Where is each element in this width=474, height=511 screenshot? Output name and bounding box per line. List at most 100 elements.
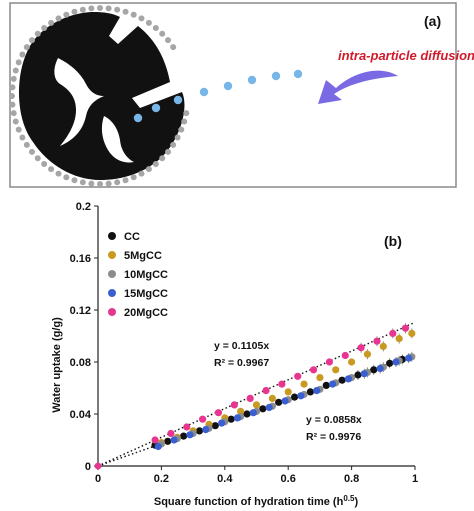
data-point xyxy=(306,388,314,396)
data-point xyxy=(322,381,330,389)
legend-label: 10MgCC xyxy=(124,269,168,281)
pore-dot xyxy=(138,15,145,22)
data-point xyxy=(202,426,210,434)
pore-dot xyxy=(88,180,95,187)
origin-point xyxy=(94,462,102,470)
diffusion-arrow-icon xyxy=(318,70,398,104)
data-point xyxy=(186,431,194,439)
pore-dot xyxy=(63,174,70,181)
data-point xyxy=(370,366,378,374)
pore-dot xyxy=(165,148,172,155)
x-axis-title-exponent: 0.5 xyxy=(343,494,355,503)
data-point xyxy=(246,394,254,402)
pore-dot xyxy=(34,155,41,162)
pore-dot xyxy=(130,11,137,18)
pore-dot xyxy=(15,59,22,66)
fit-r2-lower: R² = 0.9976 xyxy=(306,431,361,443)
pore-dot xyxy=(10,110,17,117)
pore-dot xyxy=(178,126,185,133)
pore-dot xyxy=(41,24,48,31)
data-point xyxy=(297,392,305,400)
data-point xyxy=(183,423,191,431)
pore-dot xyxy=(138,170,145,177)
pore-dot xyxy=(122,177,129,184)
data-point xyxy=(309,366,318,374)
data-points xyxy=(94,323,416,470)
pore-dot xyxy=(183,110,190,117)
y-tick-label: 0.08 xyxy=(70,357,91,369)
data-point xyxy=(151,436,159,444)
data-point xyxy=(328,380,337,388)
x-tick-label: 0.8 xyxy=(344,473,359,485)
pore-dot xyxy=(165,37,172,44)
pore-dot xyxy=(55,170,62,177)
data-point xyxy=(363,350,372,358)
data-point xyxy=(233,414,242,422)
diffusing-water-dots xyxy=(133,69,303,123)
legend-marker xyxy=(108,251,116,259)
data-point xyxy=(265,403,273,412)
pore-dot xyxy=(55,15,62,22)
pore-channel-2 xyxy=(101,116,134,163)
pore-dot xyxy=(9,84,16,91)
pore-dot xyxy=(12,118,19,125)
data-point xyxy=(373,337,381,345)
data-point xyxy=(354,371,362,379)
data-point xyxy=(408,329,416,337)
data-point xyxy=(379,342,387,350)
pore-dot xyxy=(114,6,121,13)
pore-dot xyxy=(23,44,30,51)
data-point xyxy=(170,436,178,444)
data-point xyxy=(227,415,235,423)
x-tick-label: 1 xyxy=(412,473,418,485)
data-point xyxy=(300,380,308,388)
data-point xyxy=(392,358,400,366)
data-point xyxy=(167,429,175,438)
legend-marker xyxy=(108,289,116,297)
pore-dot xyxy=(170,44,177,51)
panel-a-label: (a) xyxy=(424,13,441,29)
x-tick-label: 0.2 xyxy=(154,473,169,485)
data-point xyxy=(237,407,245,415)
x-axis-title: Square function of hydration time (h0.5) xyxy=(154,494,359,508)
chart-axes: 0 0.2 0.4 0.6 0.8 1 0 0.04 0.08 0.12 0.16 0.2 xyxy=(70,201,418,485)
pore-dot xyxy=(145,19,152,26)
data-point xyxy=(325,358,334,366)
pore-dot xyxy=(145,166,152,173)
data-point xyxy=(401,324,410,332)
pore-dot xyxy=(41,161,48,168)
pore-dot xyxy=(63,11,70,18)
legend-marker xyxy=(108,270,116,278)
pore-dot xyxy=(28,148,35,155)
pore-dot xyxy=(71,177,78,184)
pore-dot xyxy=(9,93,15,99)
fit-r2-upper: R² = 0.9967 xyxy=(214,357,269,369)
data-point xyxy=(395,335,403,343)
x-tick-label: 0.4 xyxy=(217,473,233,485)
data-point xyxy=(179,432,188,440)
pore-channel-1 xyxy=(54,58,104,146)
pore-dots xyxy=(9,5,190,187)
legend-label: 15MgCC xyxy=(124,288,168,300)
pore-dot xyxy=(79,6,86,13)
data-point xyxy=(405,354,413,362)
y-tick-label: 0.16 xyxy=(70,253,91,265)
data-point xyxy=(290,393,299,401)
data-point xyxy=(348,358,356,366)
y-tick-label: 0 xyxy=(85,461,91,473)
y-axis-title: Water uptake (g/g) xyxy=(51,317,63,413)
pore-dot xyxy=(28,37,35,44)
pore-dot xyxy=(34,30,41,37)
legend-label: CC xyxy=(124,231,140,243)
data-point xyxy=(357,344,365,352)
data-point xyxy=(249,409,257,417)
data-point xyxy=(268,394,276,402)
data-point xyxy=(230,401,238,409)
pore-dot xyxy=(105,180,112,187)
pore-dot xyxy=(152,161,159,168)
pore-dot xyxy=(48,19,55,26)
diffusing-dot xyxy=(271,71,281,81)
pore-dot xyxy=(105,5,112,12)
water-uptake-chart: 0 0.2 0.4 0.6 0.8 1 0 0.04 0.08 0.12 0.16 0.2 CC 5Mg… xyxy=(51,201,418,508)
pore-dot xyxy=(174,134,181,141)
